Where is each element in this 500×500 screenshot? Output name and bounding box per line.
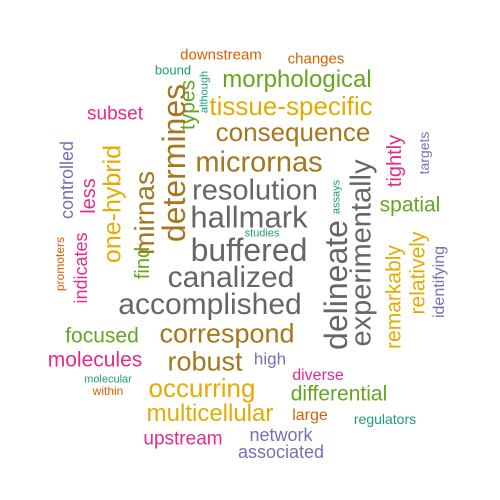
word-determines: determines	[156, 83, 192, 243]
word-remarkably: remarkably	[382, 245, 406, 349]
word-one-hybrid: one-hybrid	[98, 144, 127, 264]
word-canalized: canalized	[167, 261, 295, 294]
word-occurring: occurring	[148, 373, 256, 403]
word-bound: bound	[154, 62, 192, 78]
word-identifying: identifying	[431, 245, 448, 319]
word-diverse: diverse	[292, 367, 344, 384]
word-regulators: regulators	[353, 411, 417, 427]
word-upstream: upstream	[143, 428, 223, 450]
word-robust: robust	[167, 346, 243, 377]
word-buffered: buffered	[190, 232, 308, 268]
word-targets: targets	[416, 131, 432, 175]
word-large: large	[292, 407, 328, 424]
word-resolution: resolution	[192, 174, 318, 207]
word-controlled: controlled	[57, 140, 77, 220]
word-relatively: relatively	[406, 231, 430, 315]
word-consequence: consequence	[215, 117, 371, 147]
word-morphological: morphological	[222, 66, 372, 93]
word-delineate: delineate	[318, 220, 354, 350]
word-promoters: promoters	[53, 236, 67, 292]
word-tightly: tightly	[384, 134, 406, 188]
word-studies: studies	[244, 227, 280, 240]
word-network: network	[249, 425, 313, 445]
word-associated: associated	[237, 442, 325, 462]
word-multicellular: multicellular	[146, 400, 274, 427]
word-focused: focused	[65, 324, 139, 348]
word-mirnas: mirnas	[129, 170, 160, 256]
word-less: less	[78, 178, 100, 214]
word-differential: differential	[290, 382, 388, 406]
word-downstream: downstream	[180, 46, 262, 64]
word-find: find	[132, 246, 154, 280]
word-indicates: indicates	[71, 232, 91, 304]
word-spatial: spatial	[379, 193, 441, 217]
word-hallmark: hallmark	[190, 199, 308, 235]
word-correspond: correspond	[159, 318, 295, 349]
word-within: within	[92, 384, 124, 398]
word-tissue-specific: tissue-specific	[209, 91, 373, 121]
word-micrornas: micrornas	[195, 146, 323, 179]
word-high: high	[253, 349, 287, 369]
word-assays: assays	[330, 179, 343, 215]
word-accomplished: accomplished	[118, 288, 302, 321]
word-changes: changes	[287, 50, 345, 68]
word-molecular: molecular	[84, 373, 132, 386]
word-subset: subset	[87, 103, 143, 125]
word-molecules: molecules	[47, 348, 143, 372]
